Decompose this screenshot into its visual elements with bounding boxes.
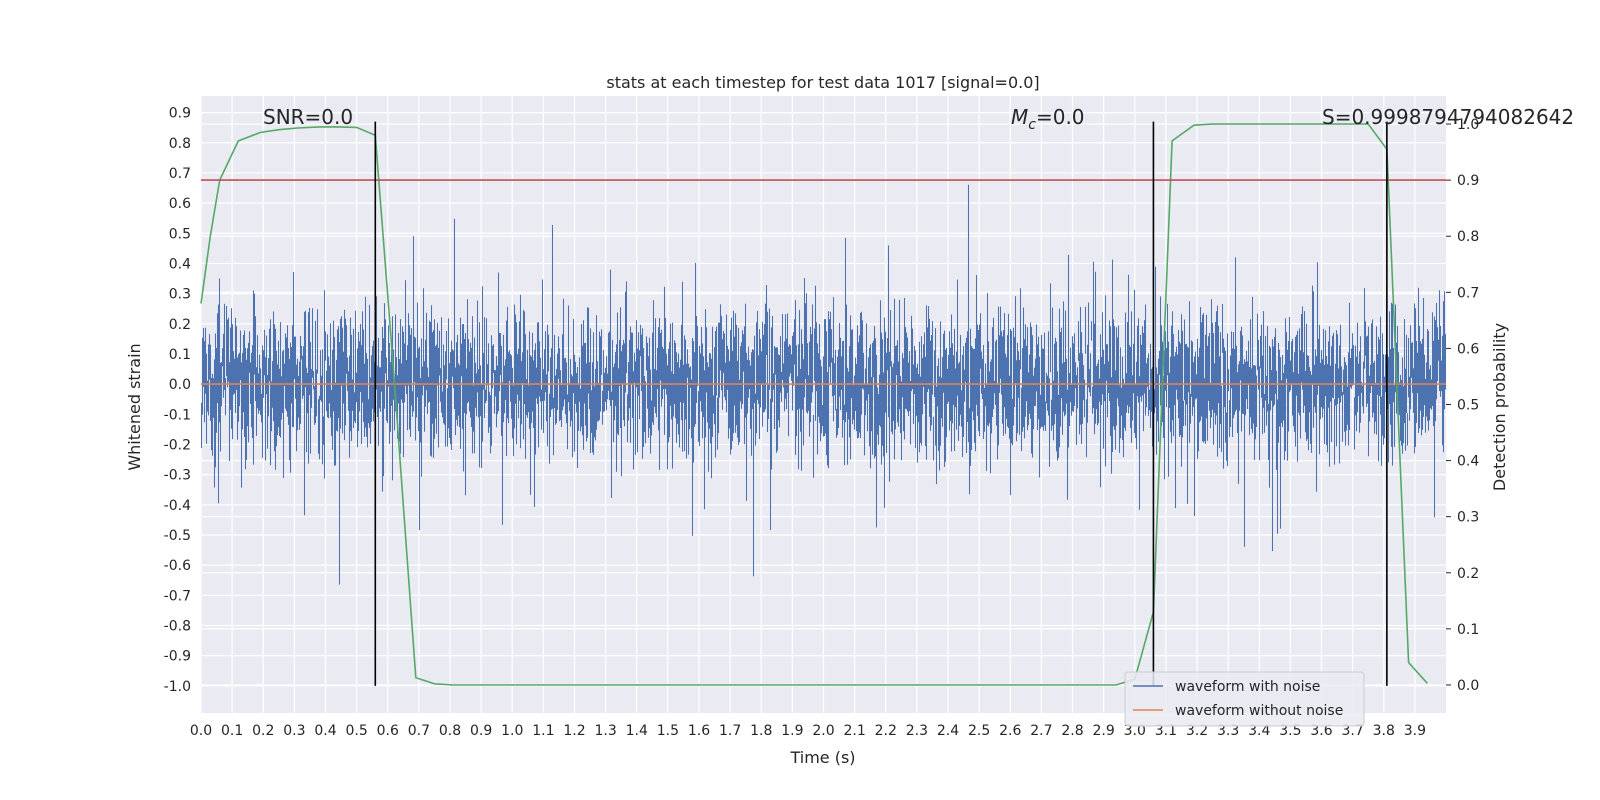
x-tick-label: 1.2 — [563, 723, 585, 739]
x-tick-label: 2.3 — [906, 723, 928, 739]
x-tick-label: 0.5 — [345, 723, 367, 739]
y-tick-label: 0.5 — [169, 226, 191, 242]
legend: waveform with noise waveform without noi… — [1124, 671, 1365, 727]
x-tick-label: 2.2 — [875, 723, 897, 739]
right-tick-label: 0.0 — [1457, 678, 1479, 694]
y-tick-label: 0.9 — [169, 106, 191, 122]
series-waveform-with-noise — [200, 184, 1447, 585]
right-tick-label: 0.5 — [1457, 398, 1479, 414]
x-tick-label: 1.0 — [501, 723, 523, 739]
x-tick-label: 3.4 — [1248, 723, 1270, 739]
x-tick-label: 3.1 — [1155, 723, 1177, 739]
x-tick-label: 3.3 — [1217, 723, 1239, 739]
right-tick-labels: 1.0 0.9 0.8 0.7 0.6 0.5 0.4 0.3 0.2 0.1 0.0 — [1446, 117, 1479, 694]
y-tick-label: 0.0 — [169, 377, 191, 393]
y-tick-label: -0.2 — [164, 437, 191, 453]
legend-label-clean: waveform without noise — [1175, 703, 1343, 719]
y-gridlines — [201, 111, 1446, 687]
chirp-mass-subscript: c — [1028, 117, 1036, 133]
vertical-markers — [374, 121, 1388, 686]
chirp-mass-symbol: M — [1011, 105, 1028, 129]
right-tick-label: 0.1 — [1457, 622, 1479, 638]
y-axis-label: Whitened strain — [125, 343, 144, 470]
x-tick-label: 1.1 — [532, 723, 554, 739]
noise-waveform-path — [200, 184, 1447, 585]
x-tick-label: 2.0 — [812, 723, 834, 739]
x-tick-label: 2.7 — [1030, 723, 1052, 739]
x-tick-label: 3.9 — [1404, 723, 1426, 739]
x-tick-label: 1.3 — [594, 723, 616, 739]
x-tick-label: 2.6 — [999, 723, 1021, 739]
y-tick-label: -0.9 — [164, 649, 191, 665]
right-tick-label: 0.4 — [1457, 454, 1479, 470]
y-tick-label: -0.4 — [164, 498, 191, 514]
y-tick-label: 0.6 — [169, 196, 191, 212]
x-tick-label: 2.1 — [843, 723, 865, 739]
y-tick-label: -0.6 — [164, 558, 191, 574]
right-tick-label: 0.6 — [1457, 341, 1479, 357]
legend-box — [1124, 671, 1365, 727]
x-tick-label: 1.9 — [781, 723, 803, 739]
x-tick-label: 3.5 — [1279, 723, 1301, 739]
x-tick-label: 1.4 — [626, 723, 648, 739]
x-tick-label: 0.2 — [252, 723, 274, 739]
x-axis-label: Time (s) — [789, 748, 855, 767]
x-tick-label: 2.5 — [968, 723, 990, 739]
y-tick-label: -1.0 — [164, 679, 191, 695]
x-tick-label: 0.9 — [470, 723, 492, 739]
x-tick-labels: 0.0 0.1 0.2 0.3 0.4 0.5 0.6 0.7 0.8 0.9 1.0 1.1 1.2 1… — [190, 723, 1426, 739]
y-tick-label: 0.7 — [169, 166, 191, 182]
y-tick-label: -0.7 — [164, 588, 191, 604]
x-tick-label: 1.6 — [688, 723, 710, 739]
right-axis-label: Detection probability — [1490, 323, 1509, 491]
x-tick-label: 1.8 — [750, 723, 772, 739]
right-tick-label: 0.9 — [1457, 173, 1479, 189]
y-tick-label: 0.1 — [169, 347, 191, 363]
x-tick-label: 0.1 — [221, 723, 243, 739]
x-tick-label: 0.4 — [314, 723, 336, 739]
y-tick-label: -0.8 — [164, 619, 191, 635]
y-tick-label: 0.8 — [169, 136, 191, 152]
right-tick-label: 0.3 — [1457, 510, 1479, 526]
y-tick-label: -0.3 — [164, 468, 191, 484]
x-tick-label: 2.4 — [937, 723, 959, 739]
x-tick-label: 3.2 — [1186, 723, 1208, 739]
right-tick-label: 1.0 — [1457, 117, 1479, 133]
score-annotation: S=0.9998794794082642 — [1322, 105, 1574, 129]
right-tick-label: 0.2 — [1457, 566, 1479, 582]
x-tick-label: 2.9 — [1092, 723, 1114, 739]
x-tick-label: 0.6 — [377, 723, 399, 739]
y-tick-label: 0.4 — [169, 256, 191, 272]
y-tick-label: -0.1 — [164, 407, 191, 423]
x-tick-label: 3.0 — [1124, 723, 1146, 739]
snr-annotation: SNR=0.0 — [263, 105, 353, 129]
x-tick-label: 2.8 — [1061, 723, 1083, 739]
x-tick-label: 3.8 — [1373, 723, 1395, 739]
x-tick-label: 1.5 — [657, 723, 679, 739]
series-line-detection-probability — [200, 123, 1428, 686]
x-tick-label: 0.7 — [408, 723, 430, 739]
right-tick-label: 0.8 — [1457, 229, 1479, 245]
chirp-mass-annotation: Mc=0.0 — [1011, 105, 1085, 133]
x-tick-label: 0.0 — [190, 723, 212, 739]
x-tick-label: 3.6 — [1310, 723, 1332, 739]
y-tick-label: -0.5 — [164, 528, 191, 544]
series-lines — [200, 123, 1446, 686]
y-tick-labels: 0.9 0.8 0.7 0.6 0.5 0.4 0.3 0.2 0.1 0.0 -0.1 -0.2 -0… — [164, 106, 191, 695]
y-tick-label: 0.3 — [169, 287, 191, 303]
x-tick-label: 3.7 — [1341, 723, 1363, 739]
chart-title: stats at each timestep for test data 101… — [606, 73, 1039, 92]
legend-label-noise: waveform with noise — [1175, 679, 1320, 695]
right-tick-label: 0.7 — [1457, 285, 1479, 301]
x-tick-label: 1.7 — [719, 723, 741, 739]
x-tick-label: 0.8 — [439, 723, 461, 739]
y-tick-label: 0.2 — [169, 317, 191, 333]
x-tick-label: 0.3 — [283, 723, 305, 739]
chirp-mass-value: =0.0 — [1036, 105, 1085, 129]
